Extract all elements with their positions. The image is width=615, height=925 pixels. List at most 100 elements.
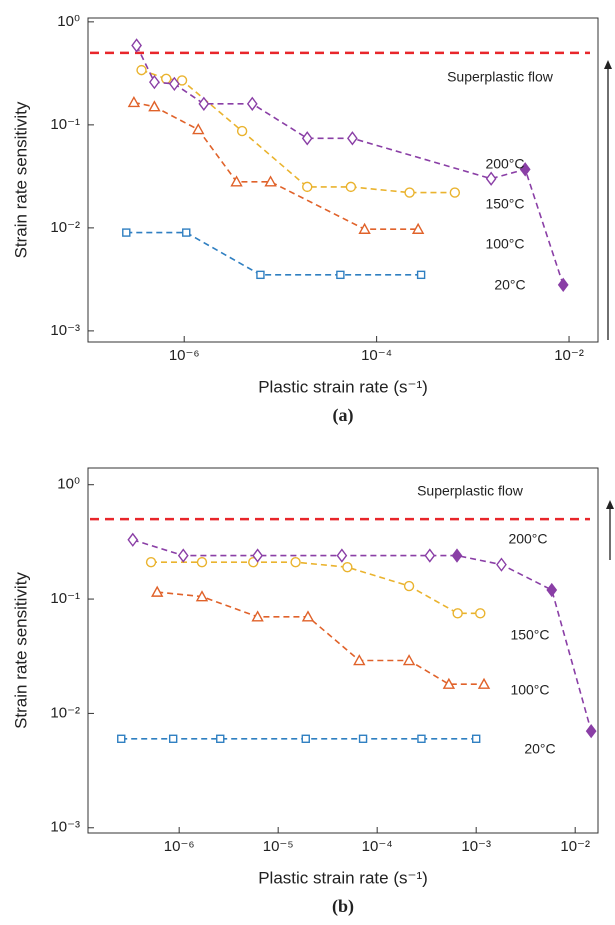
series-label: 20°C [494,277,525,293]
marker [411,222,425,234]
series-label: 200°C [485,156,524,172]
x-tick-label: 10⁻² [560,838,590,855]
reference-label: Superplastic flow [447,69,554,85]
series-line [126,231,422,276]
marker [301,610,315,622]
y-tick-label: 10⁻² [50,219,80,236]
y-tick-label: 10⁰ [57,476,80,493]
marker [451,548,463,563]
series-line [151,561,481,615]
y-tick-label: 10⁻² [50,704,80,721]
x-tick-label: 10⁻⁴ [362,838,393,855]
marker [442,677,456,689]
x-tick-label: 10⁻⁶ [169,347,200,364]
marker [519,162,531,177]
marker [301,734,310,743]
marker [301,131,313,146]
marker [477,677,491,689]
marker [449,187,461,198]
marker [196,557,208,568]
marker [246,96,258,112]
x-axis-label: Plastic strain rate (s⁻¹) [258,868,428,887]
marker [122,228,131,237]
marker [236,125,248,137]
series-label: 150°C [510,627,549,643]
series-label: 100°C [485,236,524,252]
marker [546,582,558,598]
series-label: 200°C [508,531,547,547]
x-tick-label: 10⁻⁴ [361,347,392,364]
marker [176,75,188,86]
marker [475,608,486,619]
panel-caption: (b) [332,896,354,917]
marker [177,548,189,563]
marker [168,734,178,743]
series-line [141,69,455,194]
y-tick-label: 10⁰ [57,13,80,30]
x-tick-label: 10⁻⁶ [164,838,195,855]
panel-caption: (a) [333,405,354,426]
marker [290,557,301,568]
x-axis-label: Plastic strain rate (s⁻¹) [258,377,428,396]
marker [416,270,426,280]
series-line [157,591,484,685]
marker [182,228,191,237]
marker [345,181,357,193]
marker [404,187,415,198]
y-tick-label: 10⁻³ [50,322,80,339]
y-axis-label: Strain rate sensitivity [11,101,30,258]
series-label: 20°C [524,741,555,757]
series-label: 150°C [485,196,524,212]
x-tick-label: 10⁻² [554,347,584,364]
marker [403,580,415,592]
plot-frame [87,17,599,343]
arrow-head [604,60,612,69]
series-line [135,45,564,286]
marker [145,557,157,568]
series-line [133,101,419,230]
series-label: 100°C [510,682,549,698]
marker [452,608,463,619]
marker [151,585,164,597]
marker [585,723,597,739]
y-axis-label: Strain rate sensitivity [11,572,30,729]
marker [195,590,209,602]
marker [336,270,345,280]
marker [353,654,366,666]
x-tick-label: 10⁻⁵ [263,838,294,855]
marker [127,532,139,547]
marker [358,734,368,743]
x-tick-label: 10⁻³ [461,838,491,855]
marker [424,548,436,563]
marker [216,734,225,743]
marker [127,96,141,108]
marker [148,100,161,112]
marker [117,734,126,743]
reference-label: Superplastic flow [417,483,524,499]
marker [161,73,172,85]
marker [342,561,353,573]
marker [302,181,313,193]
marker [198,96,210,112]
y-tick-label: 10⁻¹ [50,116,80,133]
plot-frame [87,467,599,834]
marker [264,175,277,187]
marker [471,734,481,743]
marker [192,123,205,135]
marker [496,557,507,572]
marker [149,74,160,90]
marker [252,548,263,563]
marker [251,610,264,622]
marker [230,175,243,187]
marker [256,270,265,280]
marker [347,131,358,146]
y-tick-label: 10⁻³ [50,819,80,836]
marker [168,76,180,92]
arrow-head [606,500,614,509]
marker [336,548,348,563]
y-tick-label: 10⁻¹ [50,590,80,607]
marker [358,222,371,234]
marker [485,171,497,186]
marker [402,654,416,666]
